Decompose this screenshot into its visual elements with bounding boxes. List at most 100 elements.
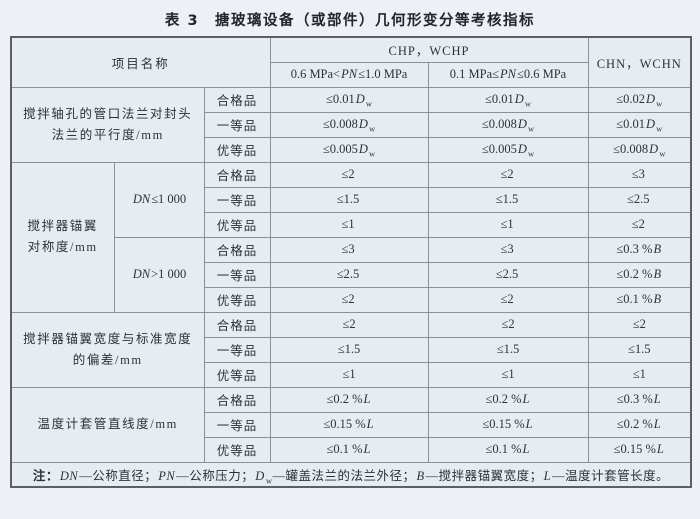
- variable-symbol: [514, 217, 516, 231]
- value-text: ≤0.2 %: [326, 392, 363, 406]
- value-text: ≤3: [500, 242, 514, 256]
- variable-subscript: w: [656, 123, 663, 134]
- value-text: ≤1.5: [495, 192, 519, 206]
- grade-cell: 优等品: [203, 436, 271, 463]
- value-text: ≤2: [500, 292, 514, 306]
- value-cell: ≤0.15 %L: [587, 436, 692, 463]
- value-text: ≤1.5: [336, 192, 360, 206]
- col-header-pn-range-2: 0.1 MPa≤PN≤0.6 MPa: [427, 61, 589, 88]
- value-cell: ≤3: [587, 161, 692, 188]
- variable-symbol: D: [514, 92, 524, 106]
- dn-range-text: ≤1 000: [151, 192, 187, 206]
- l-symbol: L: [543, 468, 552, 483]
- note-text: —温度计套管长度。: [552, 468, 670, 483]
- variable-symbol: D: [358, 117, 368, 131]
- value-text: ≤0.005: [322, 142, 358, 156]
- dn-range-cell: DN≤1 000: [113, 161, 205, 238]
- value-text: ≤0.2 %: [616, 267, 653, 281]
- row-label-thermowell-straightness: 温度计套管直线度/mm: [10, 386, 205, 463]
- value-text: ≤0.008: [481, 117, 517, 131]
- value-cell: ≤0.008Dw: [587, 136, 692, 163]
- note-text: —搅拌器锚翼宽度；: [425, 468, 543, 483]
- value-text: ≤0.008: [322, 117, 358, 131]
- value-cell: ≤1.5: [587, 336, 692, 363]
- dn-symbol: DN: [132, 192, 151, 206]
- variable-symbol: D: [517, 142, 527, 156]
- col-header-chn-group: CHN，WCHN: [587, 36, 692, 88]
- value-text: ≤1: [501, 367, 515, 381]
- value-cell: ≤1.5: [269, 336, 429, 363]
- value-cell: ≤0.01Dw: [587, 111, 692, 138]
- value-text: ≤2: [501, 317, 515, 331]
- grade-cell: 合格品: [203, 311, 271, 338]
- value-cell: ≤0.008Dw: [427, 111, 589, 138]
- value-cell: ≤2: [269, 161, 429, 188]
- variable-symbol: L: [363, 442, 371, 456]
- value-text: ≤1: [342, 367, 356, 381]
- dw-subscript: w: [265, 475, 273, 486]
- pn-range-2-suffix: ≤0.6 MPa: [517, 67, 567, 81]
- value-cell: ≤1: [269, 211, 429, 238]
- value-text: ≤0.01: [485, 92, 514, 106]
- value-text: ≤0.01: [326, 92, 355, 106]
- variable-symbol: [355, 292, 357, 306]
- variable-symbol: L: [656, 442, 664, 456]
- value-text: ≤0.008: [613, 142, 649, 156]
- value-text: ≤2: [341, 292, 355, 306]
- value-text: ≤0.15 %: [323, 417, 366, 431]
- grade-cell: 一等品: [203, 186, 271, 213]
- variable-symbol: [514, 292, 516, 306]
- value-cell: ≤0.02Dw: [587, 86, 692, 113]
- value-cell: ≤0.01Dw: [269, 86, 429, 113]
- col-header-pn-range-1: 0.6 MPa<PN≤1.0 MPa: [269, 61, 429, 88]
- value-cell: ≤1: [587, 361, 692, 388]
- value-cell: ≤1: [427, 361, 589, 388]
- pn-range-1-prefix: 0.6 MPa<: [290, 67, 341, 81]
- variable-symbol: L: [522, 392, 530, 406]
- note-text: —公称直径；: [79, 468, 158, 483]
- variable-symbol: D: [646, 92, 656, 106]
- variable-symbol: L: [366, 417, 374, 431]
- value-cell: ≤0.008Dw: [269, 111, 429, 138]
- value-cell: ≤0.01Dw: [427, 86, 589, 113]
- variable-symbol: [650, 192, 652, 206]
- value-text: ≤2: [632, 317, 646, 331]
- dn-symbol: DN: [132, 267, 151, 281]
- value-text: ≤0.15 %: [613, 442, 656, 456]
- value-text: ≤2: [631, 217, 645, 231]
- variable-subscript: w: [368, 123, 376, 134]
- value-text: ≤2.5: [627, 192, 650, 206]
- variable-subscript: w: [527, 148, 535, 159]
- value-cell: ≤2: [427, 286, 589, 313]
- grade-cell: 合格品: [203, 86, 271, 113]
- value-cell: ≤0.005Dw: [269, 136, 429, 163]
- pn-symbol: PN: [500, 67, 516, 81]
- variable-symbol: L: [653, 392, 661, 406]
- variable-symbol: [645, 167, 647, 181]
- value-cell: ≤0.1 %L: [269, 436, 429, 463]
- grade-cell: 一等品: [203, 111, 271, 138]
- value-text: ≤0.01: [616, 117, 646, 131]
- row-label-anchor-symmetry: 搅拌器锚翼 对称度/mm: [10, 161, 115, 313]
- variable-symbol: [355, 242, 357, 256]
- value-cell: ≤0.005Dw: [427, 136, 589, 163]
- variable-symbol: [355, 167, 357, 181]
- value-text: ≤2: [341, 167, 355, 181]
- variable-symbol: L: [653, 417, 661, 431]
- grade-cell: 合格品: [203, 161, 271, 188]
- grade-cell: 合格品: [203, 236, 271, 263]
- value-cell: ≤2.5: [269, 261, 429, 288]
- grade-cell: 合格品: [203, 386, 271, 413]
- dn-range-cell: DN>1 000: [113, 236, 205, 313]
- grade-cell: 一等品: [203, 336, 271, 363]
- value-text: ≤1.5: [496, 342, 520, 356]
- variable-symbol: [645, 217, 647, 231]
- value-text: ≤0.3 %: [616, 242, 653, 256]
- value-cell: ≤0.1 %L: [427, 436, 589, 463]
- grade-cell: 一等品: [203, 411, 271, 438]
- variable-symbol: D: [355, 92, 365, 106]
- value-cell: ≤0.15 %L: [269, 411, 429, 438]
- value-text: ≤3: [341, 242, 355, 256]
- b-symbol: B: [416, 468, 425, 483]
